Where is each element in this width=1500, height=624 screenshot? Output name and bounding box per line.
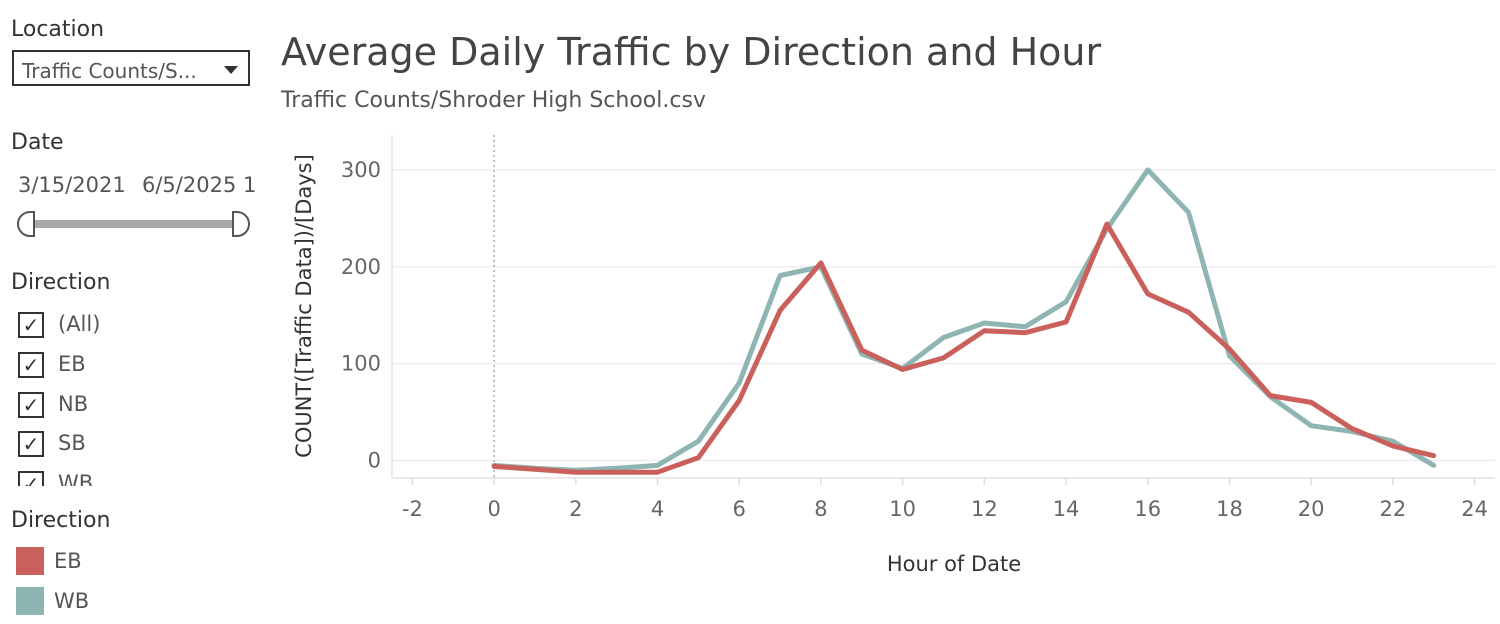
chevron-down-icon[interactable] <box>224 66 238 74</box>
color-swatch <box>16 587 44 615</box>
series-line-wb[interactable] <box>491 167 1437 473</box>
checkbox[interactable]: ✓ <box>18 392 44 418</box>
y-tick-label: 100 <box>341 352 381 376</box>
checkbox[interactable]: ✓ <box>18 471 44 486</box>
x-tick-label: 0 <box>487 497 500 521</box>
x-tick-label: 24 <box>1461 497 1488 521</box>
x-tick-label: 10 <box>889 497 916 521</box>
direction-option-label: (All) <box>58 312 101 336</box>
x-tick-label: 14 <box>1053 497 1080 521</box>
y-tick-label: 300 <box>341 158 381 182</box>
direction-option-label: EB <box>58 352 86 376</box>
grid-layer <box>392 169 1495 462</box>
chart-subtitle: Traffic Counts/Shroder High School.csv <box>281 88 706 113</box>
chart-title: Average Daily Traffic by Direction and H… <box>281 30 1102 74</box>
axis-layer <box>391 135 1495 485</box>
date-range-start-handle[interactable] <box>17 211 35 237</box>
x-tick-label: 16 <box>1134 497 1161 521</box>
checkbox[interactable]: ✓ <box>18 431 44 457</box>
location-filter-title: Location <box>11 17 105 42</box>
direction-option-label: WB <box>58 471 94 486</box>
x-tick-label: 4 <box>651 497 664 521</box>
location-dropdown[interactable]: Traffic Counts/S... <box>12 50 250 86</box>
direction-legend-title: Direction <box>11 508 111 533</box>
x-tick-label: 22 <box>1380 497 1407 521</box>
x-tick-label: 6 <box>733 497 746 521</box>
direction-filter-title: Direction <box>11 270 111 295</box>
x-tick-label: -2 <box>402 497 423 521</box>
y-tick-label: 0 <box>368 449 381 473</box>
date-range-end-handle[interactable] <box>232 211 250 237</box>
color-swatch <box>16 547 44 575</box>
date-range-end: 6/5/2025 1 <box>142 173 257 197</box>
date-range-slider-track[interactable] <box>26 220 240 228</box>
series-layer <box>491 167 1437 475</box>
x-tick-label: 12 <box>971 497 998 521</box>
direction-filter-list[interactable]: ✓ (All) ✓ EB ✓ NB ✓ SB ✓ WB <box>0 306 270 486</box>
checkbox[interactable]: ✓ <box>18 352 44 378</box>
checkbox[interactable]: ✓ <box>18 312 44 338</box>
location-dropdown-value: Traffic Counts/S... <box>22 59 197 83</box>
x-axis-title: Hour of Date <box>887 552 1021 576</box>
y-axis-title: COUNT([Traffic Data])/[Days] <box>292 154 316 458</box>
filter-sidebar: Location Traffic Counts/S... Date 3/15/2… <box>0 0 270 624</box>
date-filter-title: Date <box>11 130 64 155</box>
y-tick-label: 200 <box>341 255 381 279</box>
x-tick-label: 8 <box>814 497 827 521</box>
x-tick-label: 20 <box>1298 497 1325 521</box>
x-tick-label: 18 <box>1216 497 1243 521</box>
x-tick-label: 2 <box>569 497 582 521</box>
direction-option-label: NB <box>58 392 89 416</box>
series-line-eb[interactable] <box>491 221 1437 475</box>
direction-option-label: SB <box>58 431 86 455</box>
date-range-start: 3/15/2021 <box>18 173 126 197</box>
legend-label: WB <box>54 589 90 613</box>
legend-label: EB <box>54 549 82 573</box>
